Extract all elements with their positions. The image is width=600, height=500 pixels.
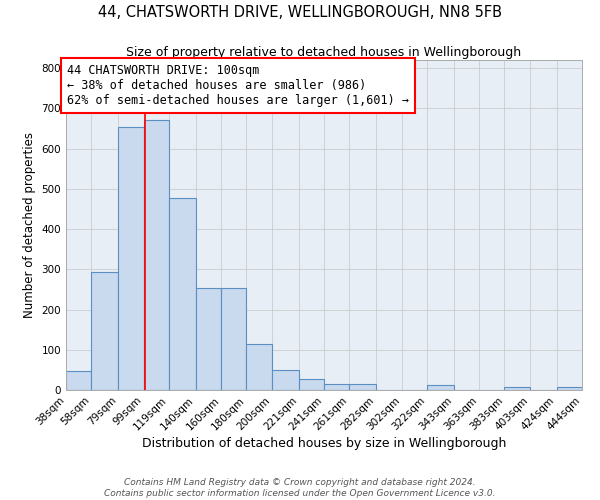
Bar — [272, 370, 299, 390]
Bar — [143, 120, 169, 390]
Bar — [324, 384, 349, 390]
Bar — [427, 385, 454, 390]
Bar — [221, 288, 247, 390]
Title: Size of property relative to detached houses in Wellingborough: Size of property relative to detached ho… — [127, 46, 521, 59]
Bar — [118, 127, 143, 390]
Bar — [169, 198, 196, 390]
Bar — [299, 378, 324, 390]
Text: 44, CHATSWORTH DRIVE, WELLINGBOROUGH, NN8 5FB: 44, CHATSWORTH DRIVE, WELLINGBOROUGH, NN… — [98, 5, 502, 20]
Bar — [557, 387, 582, 390]
Text: 44 CHATSWORTH DRIVE: 100sqm
← 38% of detached houses are smaller (986)
62% of se: 44 CHATSWORTH DRIVE: 100sqm ← 38% of det… — [67, 64, 409, 107]
Bar — [66, 371, 91, 390]
Bar — [505, 387, 530, 390]
Text: Contains HM Land Registry data © Crown copyright and database right 2024.
Contai: Contains HM Land Registry data © Crown c… — [104, 478, 496, 498]
X-axis label: Distribution of detached houses by size in Wellingborough: Distribution of detached houses by size … — [142, 438, 506, 450]
Y-axis label: Number of detached properties: Number of detached properties — [23, 132, 36, 318]
Bar — [247, 344, 272, 390]
Bar — [91, 272, 118, 390]
Bar — [349, 384, 376, 390]
Bar — [196, 288, 221, 390]
